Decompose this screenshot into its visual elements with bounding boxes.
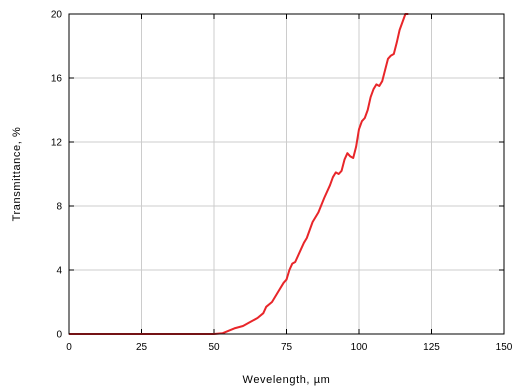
- x-tick-label: 100: [351, 342, 368, 353]
- y-tick-label: 4: [56, 266, 62, 277]
- x-tick-label: 125: [423, 342, 440, 353]
- y-tick-label: 8: [56, 202, 62, 213]
- y-tick-label: 16: [51, 74, 63, 85]
- y-tick-label: 0: [56, 330, 62, 341]
- y-tick-label: 12: [51, 138, 63, 149]
- x-tick-label: 50: [208, 342, 220, 353]
- plot-frame: [68, 13, 505, 335]
- y-axis-title: Transmittance, %: [11, 127, 23, 222]
- x-axis-title: Wevelength, µm: [243, 374, 331, 386]
- x-tick-label: 150: [496, 342, 512, 353]
- x-tick-label: 0: [66, 342, 72, 353]
- grid: [69, 14, 504, 334]
- x-tick-label: 75: [281, 342, 293, 353]
- x-tick-label: 25: [136, 342, 148, 353]
- tick-labels: 0 25 50 75 100 125 150 0 4 8 12 16 20: [51, 10, 512, 354]
- y-tick-label: 20: [51, 10, 63, 21]
- series-line: [69, 13, 409, 335]
